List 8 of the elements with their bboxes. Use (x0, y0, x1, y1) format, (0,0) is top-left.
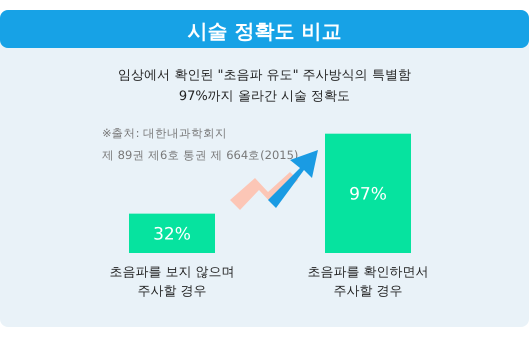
x-tick-label: 초음파를 확인하면서 주사할 경우 (307, 265, 429, 299)
chart-title: 시술 정확도 비교 (188, 19, 342, 43)
data-label: 32% (153, 224, 191, 244)
chart-subtitle: 임상에서 확인된 "초음파 유도" 주사방식의 특별함 97%까지 올라간 시술 정확도 (118, 68, 411, 104)
data-label: 97% (349, 184, 387, 204)
annotation: 제 89권 제6호 통권 제 664호(2015) (102, 148, 298, 162)
x-tick-label: 초음파를 보지 않으며 주사할 경우 (109, 265, 235, 299)
annotation: ※출처: 대한내과학회지 (102, 126, 228, 140)
